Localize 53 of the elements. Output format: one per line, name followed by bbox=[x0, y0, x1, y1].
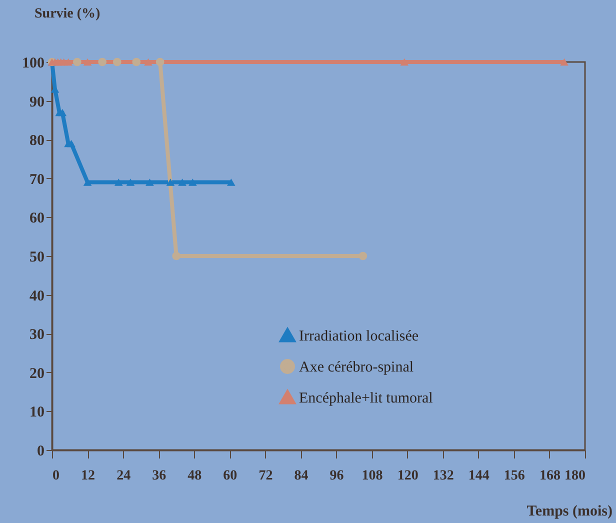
x-tick-label: 36 bbox=[152, 468, 166, 484]
point bbox=[156, 58, 164, 66]
y-tick-label: 20 bbox=[30, 366, 44, 382]
y-tick-label: 100 bbox=[22, 56, 44, 72]
point bbox=[132, 58, 141, 66]
x-tick-label: 96 bbox=[330, 468, 344, 484]
x-tick-label: 144 bbox=[468, 468, 490, 484]
point bbox=[358, 252, 368, 260]
point bbox=[226, 178, 236, 186]
x-tick-label: 180 bbox=[564, 468, 586, 484]
point bbox=[400, 58, 409, 66]
legend-label: Irradiation localisée bbox=[299, 328, 419, 344]
y-tick-label: 70 bbox=[30, 172, 44, 188]
y-tick-label: 0 bbox=[37, 444, 44, 460]
point bbox=[98, 58, 107, 66]
point bbox=[112, 58, 122, 66]
x-tick-label: 72 bbox=[258, 468, 273, 484]
y-tick-label: 80 bbox=[30, 133, 44, 150]
point bbox=[72, 58, 82, 66]
point bbox=[166, 178, 175, 186]
legend-label: Axe cérébro-spinal bbox=[299, 360, 414, 376]
x-tick-label: 108 bbox=[362, 468, 383, 484]
y-tick-label: 90 bbox=[30, 94, 44, 110]
x-tick-label: 48 bbox=[188, 468, 202, 484]
y-axis-title: Survie (%) bbox=[34, 6, 101, 22]
point bbox=[144, 58, 152, 66]
x-axis-title: Temps (mois) bbox=[526, 504, 612, 520]
point bbox=[146, 178, 154, 186]
point bbox=[58, 108, 67, 116]
legend-label: Encéphale+lit tumoral bbox=[299, 390, 433, 406]
x-tick-label: 156 bbox=[504, 468, 525, 484]
x-tick-label: 132 bbox=[432, 468, 454, 484]
x-tick-label: 168 bbox=[539, 468, 560, 484]
y-tick-label: 40 bbox=[30, 288, 44, 304]
x-tick-label: 24 bbox=[116, 468, 131, 484]
point bbox=[83, 58, 92, 66]
x-tick-label: 60 bbox=[223, 468, 238, 484]
y-tick-label: 60 bbox=[30, 210, 44, 227]
point bbox=[67, 140, 76, 148]
x-tick-label: 12 bbox=[81, 468, 96, 484]
point bbox=[188, 178, 197, 186]
point bbox=[178, 178, 186, 186]
x-tick-label: 120 bbox=[397, 468, 418, 484]
y-tick-label: 50 bbox=[30, 250, 44, 266]
point bbox=[64, 58, 72, 66]
x-tick-label: 84 bbox=[294, 468, 308, 484]
y-tick-label: 10 bbox=[30, 404, 44, 421]
y-tick-label: 30 bbox=[30, 327, 44, 344]
point bbox=[126, 178, 135, 186]
point bbox=[114, 178, 123, 186]
point bbox=[560, 58, 568, 66]
x-tick-label: 0 bbox=[52, 468, 60, 484]
point bbox=[172, 252, 181, 260]
